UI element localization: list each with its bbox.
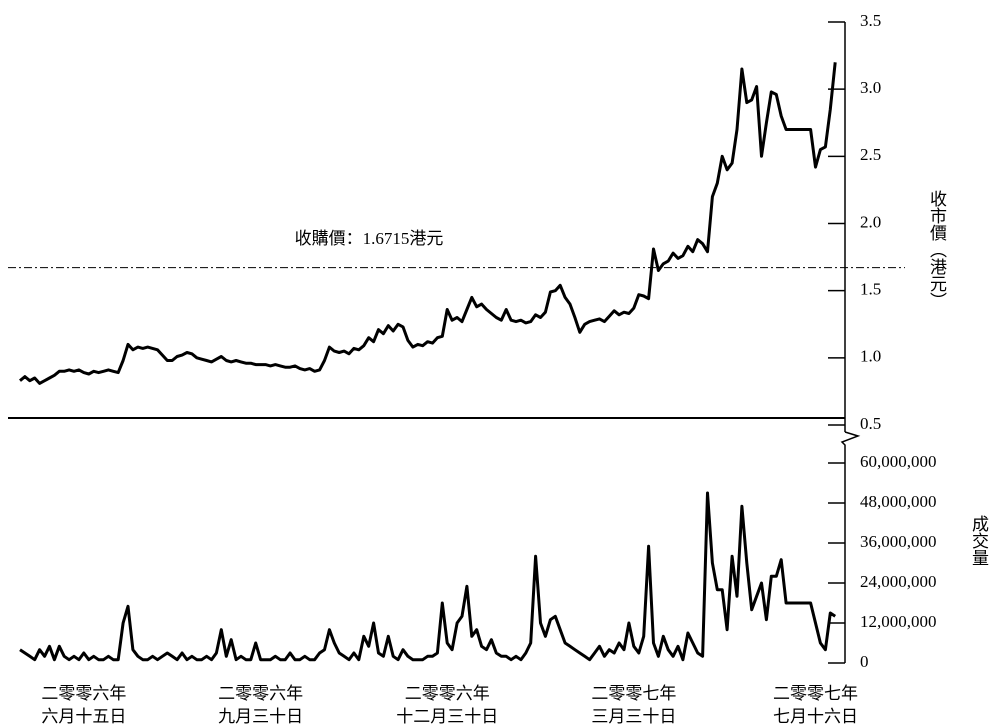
tick-label: 2.5 xyxy=(860,145,881,164)
tick-label: 0.5 xyxy=(860,414,881,433)
tick-label: 48,000,000 xyxy=(860,492,937,511)
volume-line xyxy=(19,491,837,662)
tick-label: 24,000,000 xyxy=(860,572,937,591)
y2-axis-title: 成交量 xyxy=(969,515,988,566)
tick-label: 0 xyxy=(860,652,869,671)
x-tick-label: 二零零六年 十二月三十日 xyxy=(396,684,499,726)
tick-label: 2.0 xyxy=(860,212,881,231)
tick-label: 1.5 xyxy=(860,280,881,299)
x-tick-label: 二零零六年 九月三十日 xyxy=(218,684,304,726)
x-tick-label: 二零零六年 六月十五日 xyxy=(41,684,127,726)
axis-break xyxy=(840,431,861,663)
tick-label: 1.0 xyxy=(860,347,881,366)
y-axis-title: 收市價（港元） xyxy=(927,190,946,309)
x-tick-label: 二零零七年 七月十六日 xyxy=(773,684,859,726)
tick-label: 3.5 xyxy=(860,11,881,30)
x-tick-label: 二零零七年 三月三十日 xyxy=(591,684,677,726)
tick-label: 60,000,000 xyxy=(860,452,937,471)
tick-label: 36,000,000 xyxy=(860,532,937,551)
annotation: 收購價：1.6715港元 xyxy=(295,229,444,248)
tick-label: 12,000,000 xyxy=(860,612,937,631)
price-line xyxy=(19,62,837,385)
tick-label: 3.0 xyxy=(860,78,881,97)
